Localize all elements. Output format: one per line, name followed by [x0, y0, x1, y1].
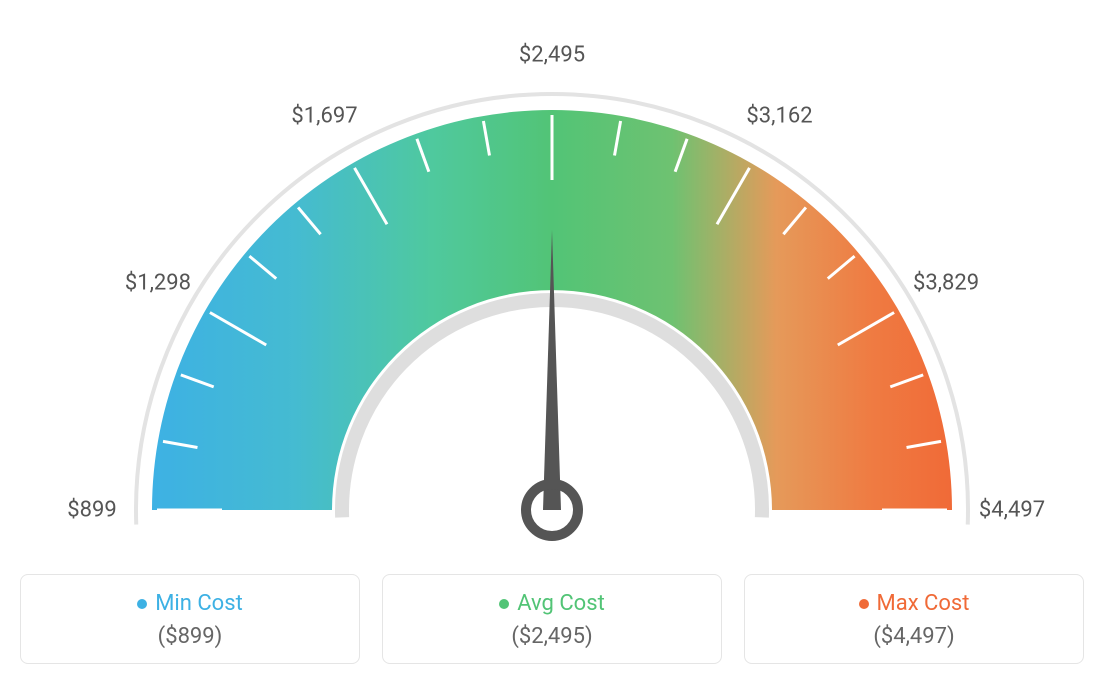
- legend-card-min: Min Cost ($899): [20, 574, 360, 664]
- legend-dot-icon: [499, 599, 509, 609]
- legend-dot-icon: [137, 599, 147, 609]
- legend-value: ($2,495): [393, 624, 711, 649]
- gauge-tick-label: $3,162: [746, 103, 812, 128]
- cost-gauge-chart: $899 $1,298 $1,697 $2,495 $3,162 $3,829 $4,497: [20, 20, 1084, 550]
- gauge-tick-label: $3,829: [913, 270, 979, 295]
- legend-row: Min Cost ($899) Avg Cost ($2,495) Max Cost ($…: [20, 574, 1084, 664]
- gauge-tick-label: $1,298: [125, 270, 191, 295]
- legend-card-avg: Avg Cost ($2,495): [382, 574, 722, 664]
- legend-label: Min Cost: [137, 591, 243, 616]
- legend-label: Max Cost: [859, 591, 970, 616]
- legend-label-text: Min Cost: [155, 591, 243, 616]
- gauge-tick-label: $899: [67, 498, 116, 523]
- gauge-tick-label: $4,497: [979, 498, 1045, 523]
- gauge-tick-label: $1,697: [291, 103, 357, 128]
- legend-label-text: Max Cost: [877, 591, 970, 616]
- legend-value: ($4,497): [755, 624, 1073, 649]
- legend-card-max: Max Cost ($4,497): [744, 574, 1084, 664]
- legend-value: ($899): [31, 624, 349, 649]
- legend-dot-icon: [859, 599, 869, 609]
- legend-label-text: Avg Cost: [517, 591, 605, 616]
- legend-label: Avg Cost: [499, 591, 605, 616]
- gauge-tick-label: $2,495: [519, 43, 585, 68]
